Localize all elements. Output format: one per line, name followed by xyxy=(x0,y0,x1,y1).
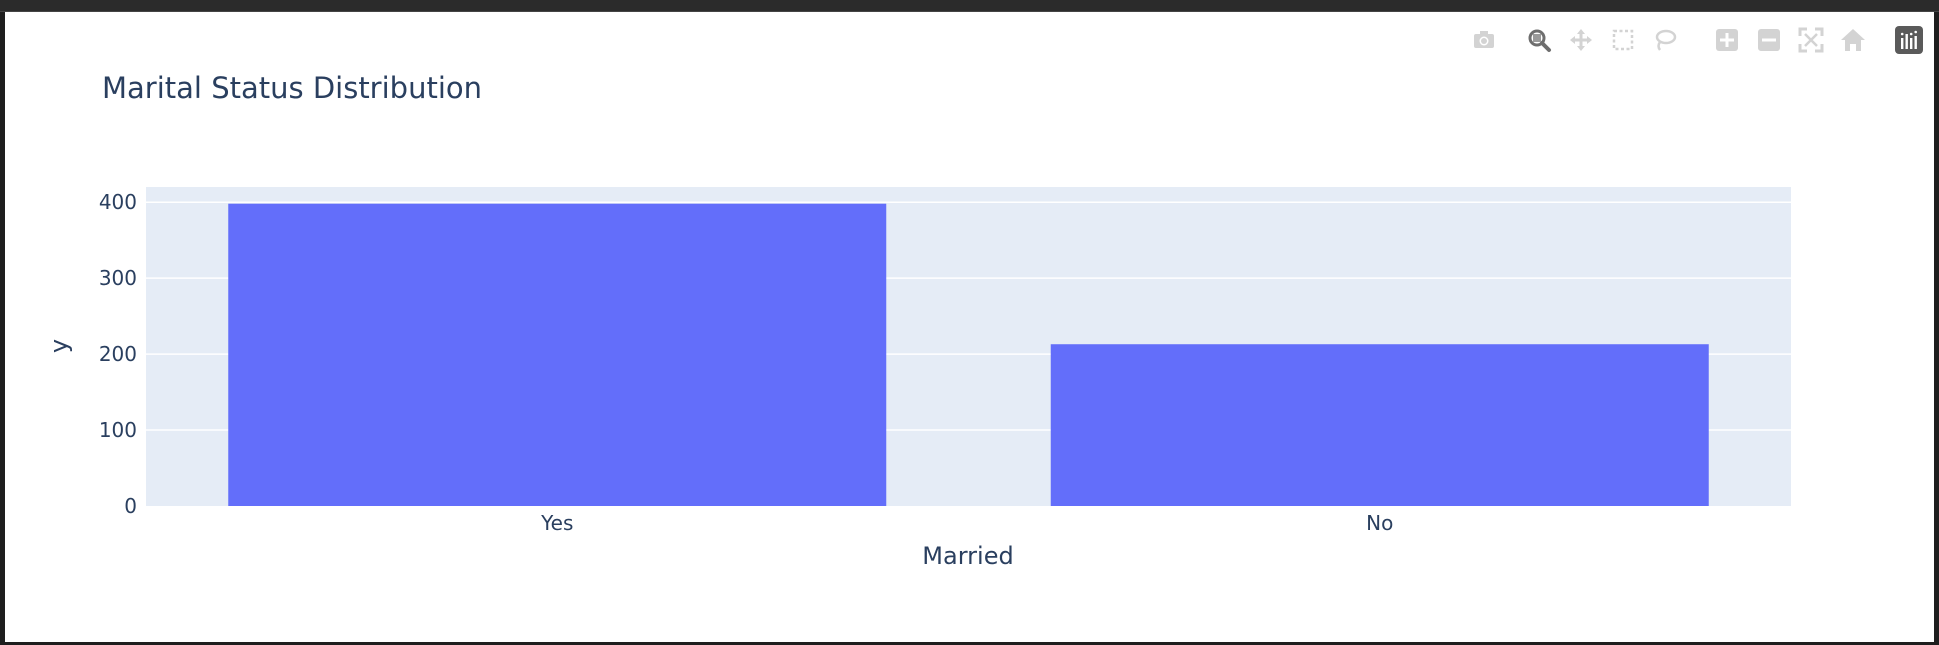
autoscale-icon[interactable] xyxy=(1797,26,1825,54)
pan-icon[interactable] xyxy=(1567,26,1595,54)
y-tick-label: 300 xyxy=(99,266,137,290)
x-tick-label: No xyxy=(1366,511,1393,535)
y-axis-title: y xyxy=(45,339,73,353)
bar-no[interactable] xyxy=(1050,344,1709,506)
chart-frame: Marital Status Distribution 0 100 200 300 40… xyxy=(5,12,1934,642)
x-tick-label: Yes xyxy=(540,511,573,535)
lasso-select-icon[interactable] xyxy=(1651,26,1679,54)
y-tick-label: 200 xyxy=(99,342,137,366)
y-tick-label: 400 xyxy=(99,190,137,214)
plot-modebar xyxy=(1470,18,1930,54)
x-axis-title: Married xyxy=(922,542,1013,570)
bar-yes[interactable] xyxy=(228,203,887,506)
y-tick-label: 100 xyxy=(99,418,137,442)
box-select-icon[interactable] xyxy=(1609,26,1637,54)
window-top-bar xyxy=(0,0,1939,12)
zoom-in-icon[interactable] xyxy=(1713,26,1741,54)
zoom-out-icon[interactable] xyxy=(1755,26,1783,54)
chart-title: Marital Status Distribution xyxy=(102,71,482,105)
bar-chart: Marital Status Distribution 0 100 200 300 40… xyxy=(45,71,1791,570)
reset-axes-icon[interactable] xyxy=(1839,26,1867,54)
zoom-icon[interactable] xyxy=(1525,26,1553,54)
y-tick-label: 0 xyxy=(124,494,137,518)
plotly-logo-icon[interactable] xyxy=(1895,26,1923,54)
camera-icon[interactable] xyxy=(1470,26,1498,54)
